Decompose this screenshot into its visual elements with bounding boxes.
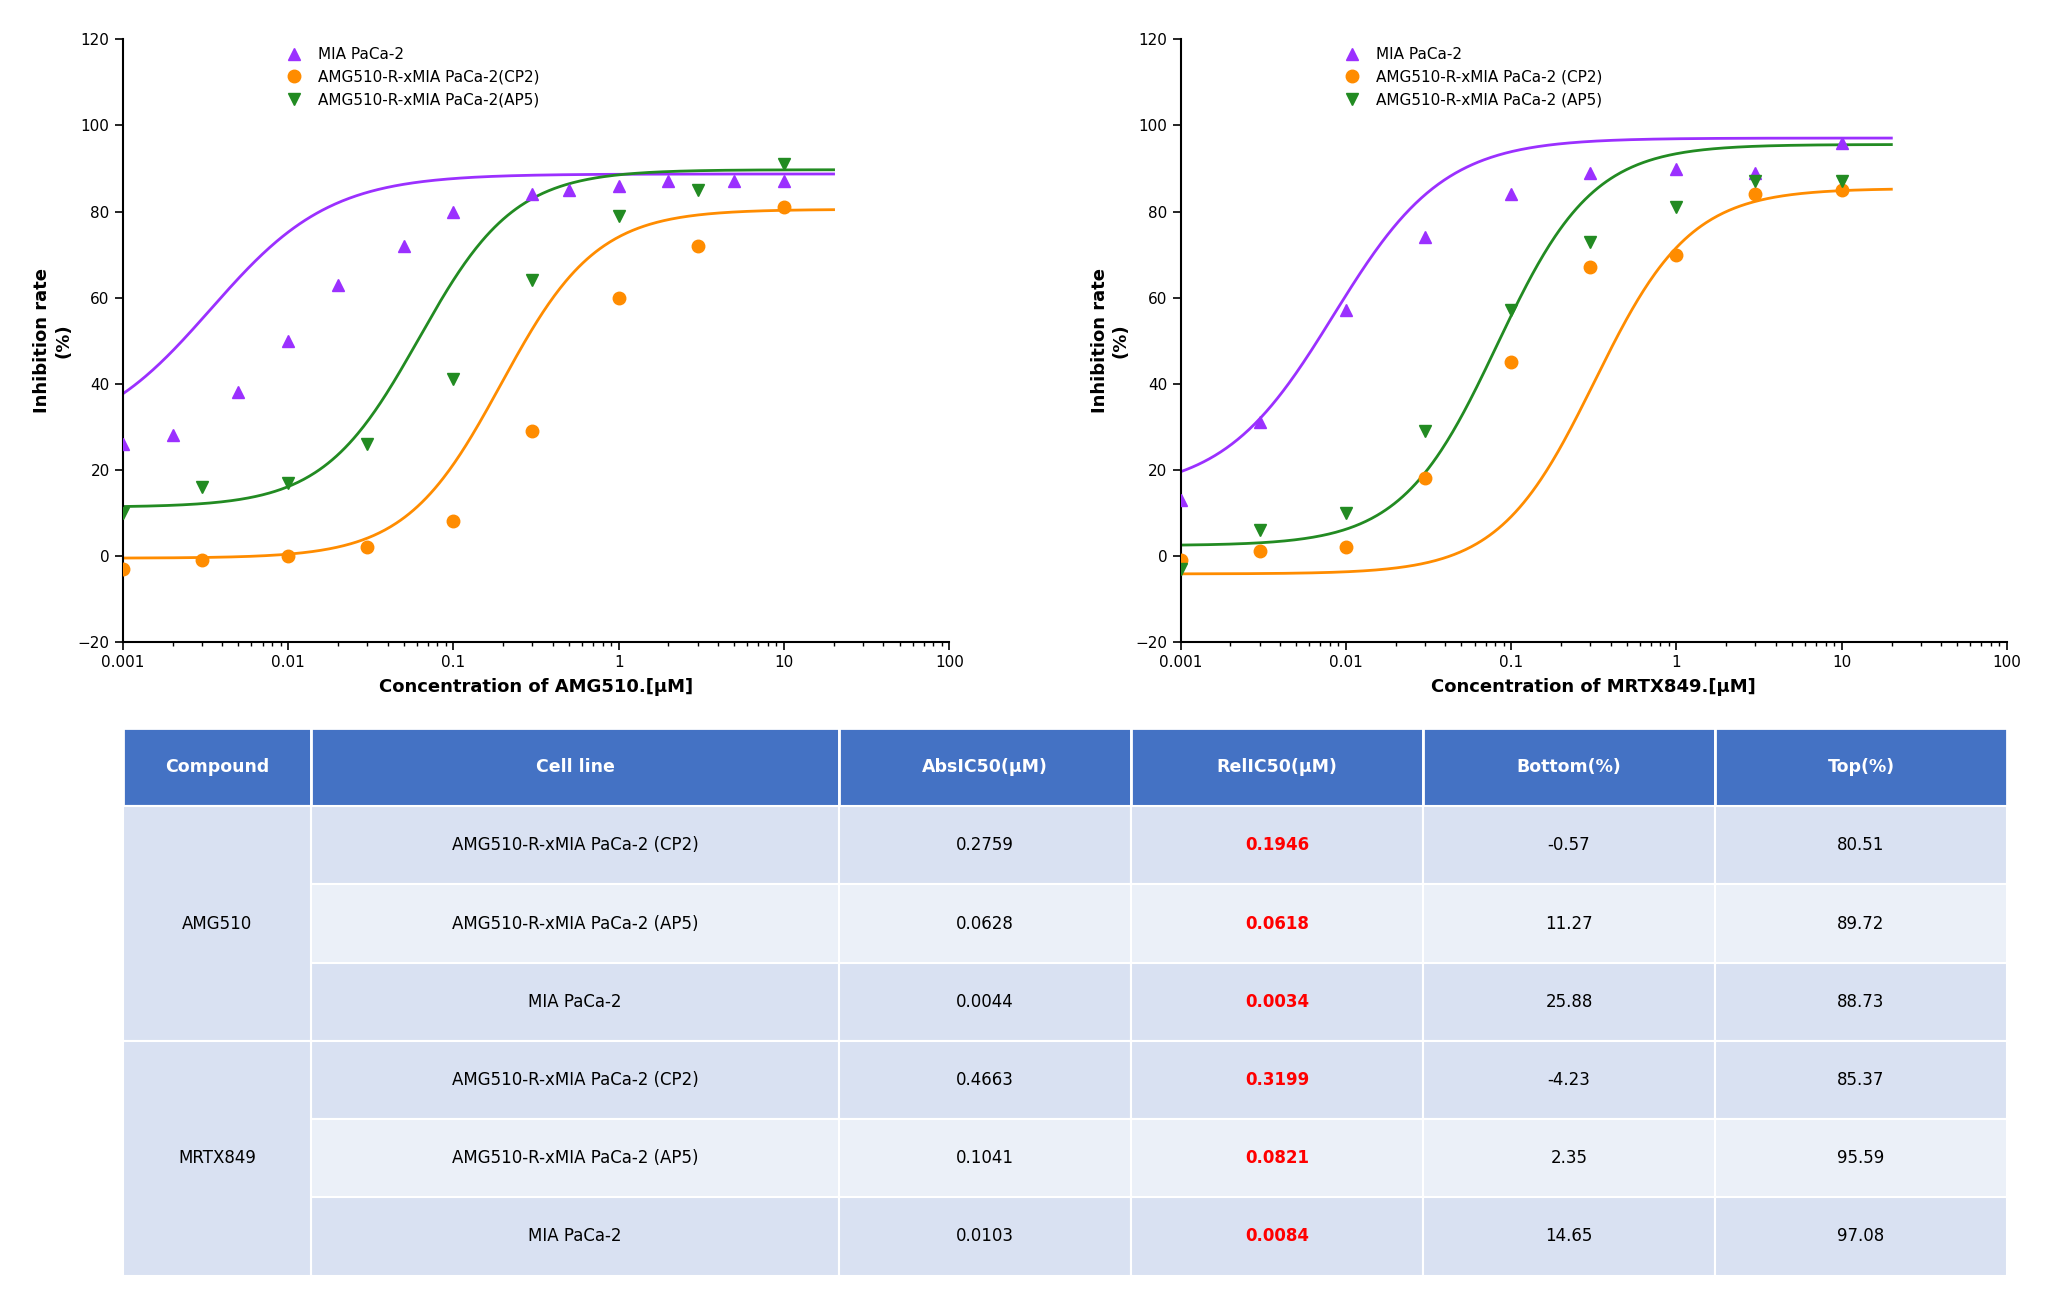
FancyBboxPatch shape	[1714, 806, 2007, 885]
Text: 95.59: 95.59	[1837, 1149, 1884, 1168]
FancyBboxPatch shape	[1714, 1198, 2007, 1276]
Text: AMG510-R-xMIA PaCa-2 (CP2): AMG510-R-xMIA PaCa-2 (CP2)	[453, 1070, 698, 1089]
FancyBboxPatch shape	[1423, 1119, 1714, 1198]
Text: 97.08: 97.08	[1837, 1227, 1884, 1245]
Text: MIA PaCa-2: MIA PaCa-2	[528, 993, 623, 1011]
Text: MRTX849: MRTX849	[178, 1149, 256, 1168]
Text: 0.0034: 0.0034	[1245, 993, 1309, 1011]
FancyBboxPatch shape	[1714, 963, 2007, 1041]
FancyBboxPatch shape	[123, 729, 311, 806]
X-axis label: Concentration of AMG510.[μM]: Concentration of AMG510.[μM]	[379, 679, 692, 696]
FancyBboxPatch shape	[1130, 963, 1423, 1041]
FancyBboxPatch shape	[840, 963, 1130, 1041]
FancyBboxPatch shape	[1423, 729, 1714, 806]
FancyBboxPatch shape	[840, 1041, 1130, 1119]
Text: AMG510-R-xMIA PaCa-2 (AP5): AMG510-R-xMIA PaCa-2 (AP5)	[453, 1149, 698, 1168]
Text: 25.88: 25.88	[1546, 993, 1593, 1011]
Text: 89.72: 89.72	[1837, 914, 1884, 932]
FancyBboxPatch shape	[1130, 1041, 1423, 1119]
FancyBboxPatch shape	[1714, 1041, 2007, 1119]
Text: -4.23: -4.23	[1548, 1070, 1591, 1089]
FancyBboxPatch shape	[311, 806, 840, 885]
Text: 0.0628: 0.0628	[956, 914, 1014, 932]
Text: 0.1946: 0.1946	[1245, 836, 1309, 855]
FancyBboxPatch shape	[1130, 1198, 1423, 1276]
FancyBboxPatch shape	[1423, 963, 1714, 1041]
Text: 80.51: 80.51	[1837, 836, 1884, 855]
FancyBboxPatch shape	[1130, 1119, 1423, 1198]
FancyBboxPatch shape	[123, 963, 311, 1041]
FancyBboxPatch shape	[1423, 806, 1714, 885]
Text: 0.0618: 0.0618	[1245, 914, 1309, 932]
FancyBboxPatch shape	[311, 1198, 840, 1276]
FancyBboxPatch shape	[311, 1041, 840, 1119]
FancyBboxPatch shape	[123, 1041, 311, 1276]
FancyBboxPatch shape	[1130, 729, 1423, 806]
Text: 0.2759: 0.2759	[956, 836, 1014, 855]
FancyBboxPatch shape	[1130, 885, 1423, 963]
Text: Cell line: Cell line	[537, 759, 614, 776]
Legend: MIA PaCa-2, AMG510-R-xMIA PaCa-2 (CP2), AMG510-R-xMIA PaCa-2 (AP5): MIA PaCa-2, AMG510-R-xMIA PaCa-2 (CP2), …	[1329, 41, 1608, 113]
FancyBboxPatch shape	[1423, 885, 1714, 963]
Text: 11.27: 11.27	[1544, 914, 1593, 932]
Text: 0.0821: 0.0821	[1245, 1149, 1309, 1168]
Text: 0.0044: 0.0044	[956, 993, 1014, 1011]
Text: -0.57: -0.57	[1548, 836, 1591, 855]
FancyBboxPatch shape	[1423, 1198, 1714, 1276]
Text: AbsIC50(μM): AbsIC50(μM)	[922, 759, 1049, 776]
FancyBboxPatch shape	[1714, 885, 2007, 963]
Text: 88.73: 88.73	[1837, 993, 1884, 1011]
FancyBboxPatch shape	[840, 885, 1130, 963]
Text: 0.0084: 0.0084	[1245, 1227, 1309, 1245]
X-axis label: Concentration of MRTX849.[μM]: Concentration of MRTX849.[μM]	[1432, 679, 1757, 696]
FancyBboxPatch shape	[1130, 806, 1423, 885]
FancyBboxPatch shape	[840, 806, 1130, 885]
Text: AMG510: AMG510	[182, 914, 252, 932]
Text: 0.0103: 0.0103	[956, 1227, 1014, 1245]
FancyBboxPatch shape	[123, 1119, 311, 1198]
Y-axis label: Inhibition rate
(%): Inhibition rate (%)	[1092, 268, 1130, 413]
Legend: MIA PaCa-2, AMG510-R-xMIA PaCa-2(CP2), AMG510-R-xMIA PaCa-2(AP5): MIA PaCa-2, AMG510-R-xMIA PaCa-2(CP2), A…	[270, 41, 547, 113]
Text: Top(%): Top(%)	[1827, 759, 1894, 776]
FancyBboxPatch shape	[311, 1119, 840, 1198]
FancyBboxPatch shape	[123, 806, 311, 1041]
FancyBboxPatch shape	[1714, 729, 2007, 806]
FancyBboxPatch shape	[840, 729, 1130, 806]
Text: Compound: Compound	[166, 759, 268, 776]
FancyBboxPatch shape	[123, 806, 311, 885]
FancyBboxPatch shape	[123, 1041, 311, 1119]
Y-axis label: Inhibition rate
(%): Inhibition rate (%)	[33, 268, 72, 413]
Text: 0.1041: 0.1041	[956, 1149, 1014, 1168]
FancyBboxPatch shape	[1714, 1119, 2007, 1198]
FancyBboxPatch shape	[311, 885, 840, 963]
FancyBboxPatch shape	[311, 963, 840, 1041]
Text: 85.37: 85.37	[1837, 1070, 1884, 1089]
Text: AMG510-R-xMIA PaCa-2 (CP2): AMG510-R-xMIA PaCa-2 (CP2)	[453, 836, 698, 855]
FancyBboxPatch shape	[1423, 1041, 1714, 1119]
FancyBboxPatch shape	[123, 885, 311, 963]
Text: 0.3199: 0.3199	[1245, 1070, 1309, 1089]
FancyBboxPatch shape	[311, 729, 840, 806]
Text: 14.65: 14.65	[1546, 1227, 1593, 1245]
Text: 0.4663: 0.4663	[956, 1070, 1014, 1089]
FancyBboxPatch shape	[840, 1198, 1130, 1276]
FancyBboxPatch shape	[840, 1119, 1130, 1198]
Text: RelIC50(μM): RelIC50(μM)	[1217, 759, 1337, 776]
Text: Bottom(%): Bottom(%)	[1518, 759, 1622, 776]
FancyBboxPatch shape	[123, 1198, 311, 1276]
Text: AMG510-R-xMIA PaCa-2 (AP5): AMG510-R-xMIA PaCa-2 (AP5)	[453, 914, 698, 932]
Text: MIA PaCa-2: MIA PaCa-2	[528, 1227, 623, 1245]
Text: 2.35: 2.35	[1550, 1149, 1587, 1168]
